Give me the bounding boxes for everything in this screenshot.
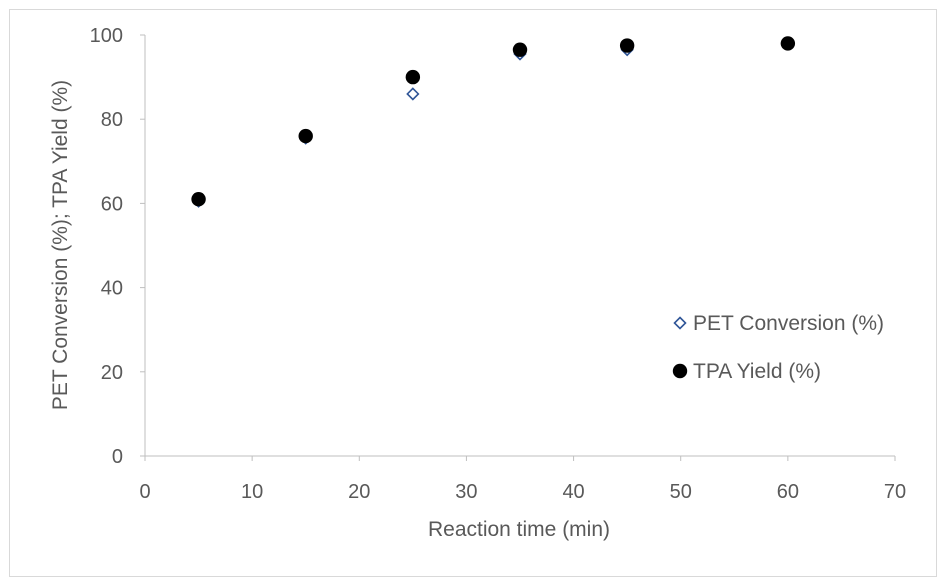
axes — [140, 34, 896, 461]
data-points — [191, 36, 796, 208]
x-tick-label: 10 — [241, 481, 263, 503]
chart-border — [9, 9, 937, 577]
legend-label-tpa-yield: TPA Yield (%) — [693, 360, 821, 383]
tpa-yield-point — [512, 42, 528, 57]
x-tick-label: 30 — [455, 481, 477, 503]
x-tick-label: 40 — [562, 481, 584, 503]
legend-label-pet-conversion: PET Conversion (%) — [693, 312, 884, 335]
y-tick-label: 0 — [112, 446, 123, 468]
pet-conversion-point — [406, 87, 420, 101]
x-tick-label: 0 — [139, 481, 150, 503]
tpa-yield-point — [298, 128, 313, 144]
legend-circle-marker — [672, 363, 688, 379]
y-tick-label: 60 — [101, 193, 123, 215]
series-tpa-yield — [191, 36, 796, 207]
tpa-yield-point — [780, 36, 796, 51]
tick-labels: 0 20 40 60 80 100 0 10 20 30 40 50 60 70 — [90, 25, 907, 503]
tpa-yield-point — [405, 69, 421, 85]
x-tick-label: 20 — [348, 481, 370, 503]
legend-marker-tpa-yield — [672, 363, 688, 379]
x-axis-title: Reaction time (min) — [428, 518, 610, 541]
x-tick-label: 60 — [777, 481, 799, 503]
tpa-yield-point — [191, 191, 206, 207]
legend: PET Conversion (%) TPA Yield (%) — [672, 312, 884, 383]
legend-diamond-marker — [673, 316, 687, 330]
y-axis-title: PET Conversion (%); TPA Yield (%) — [49, 80, 72, 410]
x-tick-label: 70 — [884, 481, 906, 503]
x-tick-label: 50 — [670, 481, 692, 503]
y-tick-label: 40 — [101, 278, 123, 300]
y-tick-label: 20 — [101, 362, 123, 384]
y-tick-label: 80 — [101, 109, 123, 131]
tpa-yield-point — [619, 38, 635, 53]
y-tick-label: 100 — [90, 25, 123, 47]
legend-marker-pet-conversion — [673, 316, 687, 330]
